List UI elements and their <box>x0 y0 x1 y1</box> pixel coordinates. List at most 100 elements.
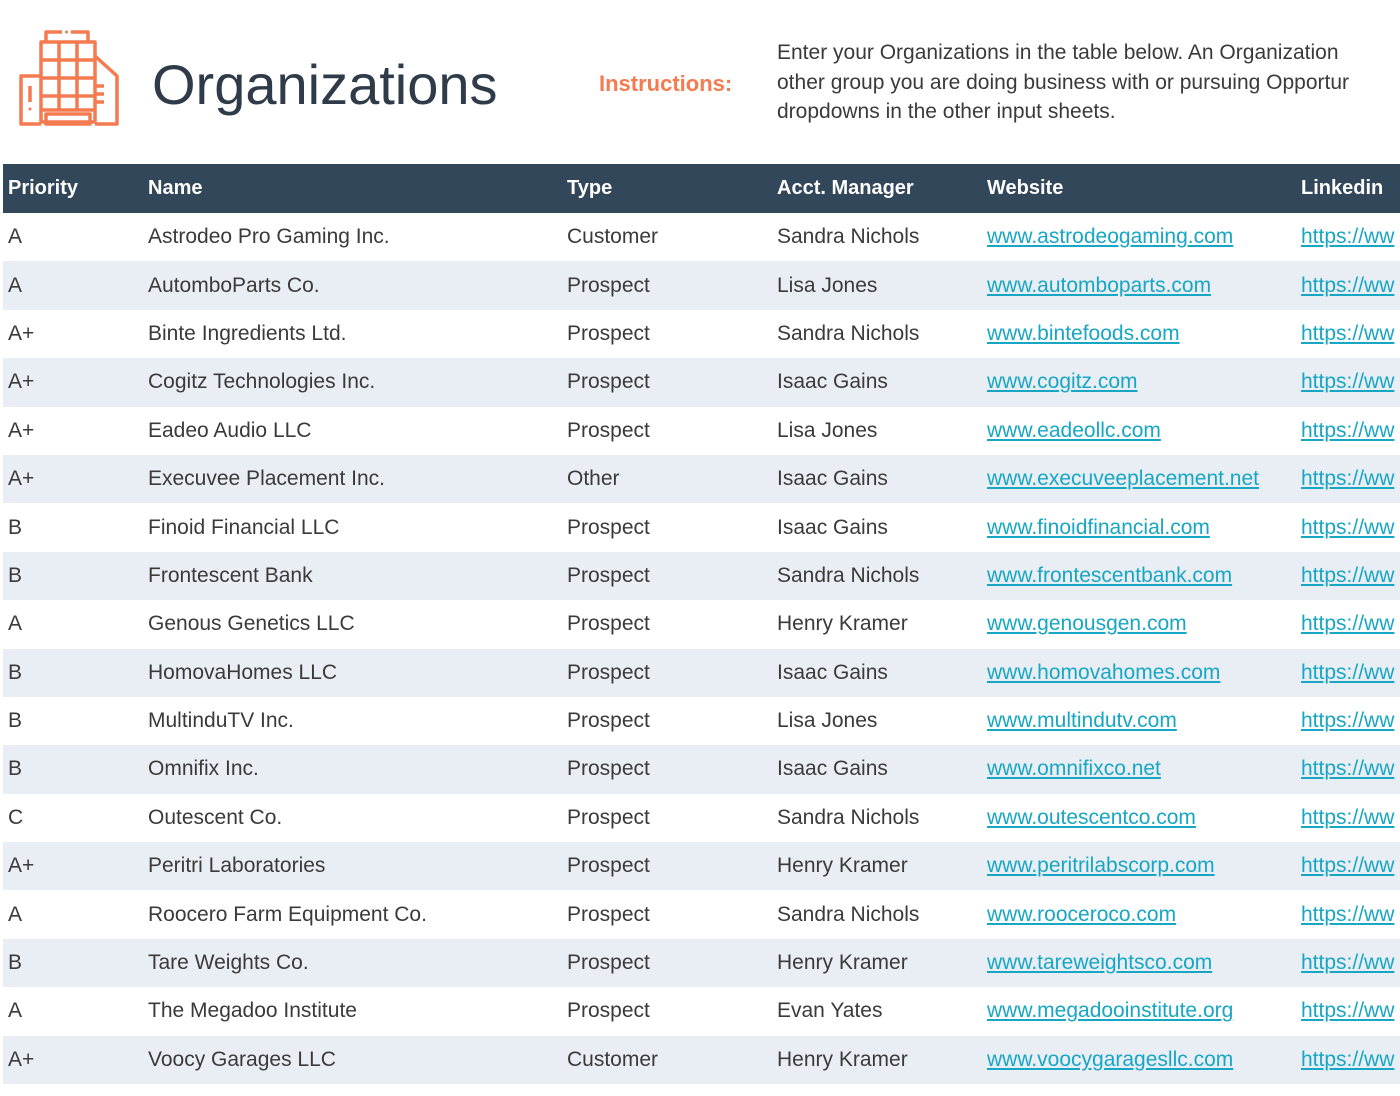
cell-name[interactable]: Eadeo Audio LLC <box>148 418 312 442</box>
linkedin-link[interactable]: https://ww <box>1301 902 1395 926</box>
website-link[interactable]: www.multindutv.com <box>987 709 1177 733</box>
cell-linkedin[interactable]: https://ww <box>1296 358 1400 407</box>
linkedin-link[interactable]: https://ww <box>1301 418 1395 442</box>
cell-acct-manager[interactable]: Isaac Gains <box>777 515 888 539</box>
cell-type[interactable]: Prospect <box>567 709 650 733</box>
linkedin-link[interactable]: https://ww <box>1301 467 1395 491</box>
linkedin-link[interactable]: https://ww <box>1301 612 1395 636</box>
cell-priority[interactable]: B <box>8 709 23 733</box>
cell-priority[interactable]: A <box>8 902 23 926</box>
cell-priority[interactable]: A+ <box>3 1035 143 1085</box>
cell-name[interactable]: AutomboParts Co. <box>143 261 562 310</box>
cell-name[interactable]: Outescent Co. <box>148 805 283 829</box>
cell-website[interactable]: www.homovahomes.com <box>982 648 1296 697</box>
linkedin-link[interactable]: https://ww <box>1301 854 1395 878</box>
cell-website[interactable]: www.multindutv.com <box>982 697 1296 745</box>
cell-acct-manager[interactable]: Henry Kramer <box>772 938 982 988</box>
cell-type[interactable]: Prospect <box>567 418 650 442</box>
cell-linkedin[interactable]: https://ww <box>1296 551 1400 601</box>
cell-acct-manager[interactable]: Lisa Jones <box>772 261 982 310</box>
cell-priority[interactable]: B <box>3 745 143 794</box>
website-link[interactable]: www.tareweightsco.com <box>987 951 1213 975</box>
cell-priority[interactable]: A+ <box>3 358 143 407</box>
cell-type[interactable]: Prospect <box>562 358 772 407</box>
linkedin-link[interactable]: https://ww <box>1301 999 1395 1023</box>
linkedin-link[interactable]: https://ww <box>1301 515 1395 539</box>
cell-priority[interactable]: A+ <box>8 321 35 345</box>
website-link[interactable]: www.finoidfinancial.com <box>987 515 1210 539</box>
cell-acct-manager[interactable]: Sandra Nichols <box>777 902 920 926</box>
website-link[interactable]: www.frontescentbank.com <box>987 563 1233 587</box>
cell-website[interactable]: www.outescentco.com <box>982 794 1296 842</box>
cell-name[interactable]: Voocy Garages LLC <box>143 1035 562 1085</box>
cell-type[interactable]: Prospect <box>567 902 650 926</box>
linkedin-link[interactable]: https://ww <box>1301 225 1395 249</box>
cell-type[interactable]: Customer <box>567 225 659 249</box>
cell-type[interactable]: Prospect <box>567 321 650 345</box>
cell-website[interactable]: www.tareweightsco.com <box>982 938 1296 988</box>
cell-type[interactable]: Prospect <box>562 648 772 697</box>
cell-priority[interactable]: C <box>8 805 24 829</box>
website-link[interactable]: www.automboparts.com <box>987 273 1212 297</box>
cell-website[interactable]: www.genousgen.com <box>982 600 1296 648</box>
linkedin-link[interactable]: https://ww <box>1301 757 1395 781</box>
cell-website[interactable]: www.omnifixco.net <box>982 745 1296 794</box>
column-header-type[interactable]: Type <box>562 164 772 213</box>
cell-website[interactable]: www.rooceroco.com <box>982 890 1296 938</box>
cell-linkedin[interactable]: https://ww <box>1296 794 1400 842</box>
cell-type[interactable]: Customer <box>562 1035 772 1085</box>
cell-website[interactable]: www.cogitz.com <box>982 358 1296 407</box>
cell-type[interactable]: Prospect <box>562 261 772 310</box>
column-header-acct-manager[interactable]: Acct. Manager <box>772 164 982 213</box>
cell-acct-manager[interactable]: Evan Yates <box>777 999 883 1023</box>
cell-priority[interactable]: B <box>3 938 143 988</box>
cell-name[interactable]: Finoid Financial LLC <box>148 515 340 539</box>
linkedin-link[interactable]: https://ww <box>1301 273 1395 297</box>
cell-priority[interactable]: A <box>8 999 23 1023</box>
cell-acct-manager[interactable]: Sandra Nichols <box>777 225 920 249</box>
website-link[interactable]: www.megadooinstitute.org <box>987 999 1234 1023</box>
cell-name[interactable]: HomovaHomes LLC <box>143 648 562 697</box>
cell-website[interactable]: www.frontescentbank.com <box>982 551 1296 601</box>
linkedin-link[interactable]: https://ww <box>1301 563 1395 587</box>
cell-name[interactable]: Cogitz Technologies Inc. <box>143 358 562 407</box>
cell-linkedin[interactable]: https://ww <box>1296 648 1400 697</box>
cell-name[interactable]: Binte Ingredients Ltd. <box>148 321 347 345</box>
cell-type[interactable]: Other <box>562 454 772 504</box>
cell-acct-manager[interactable]: Sandra Nichols <box>777 321 920 345</box>
cell-acct-manager[interactable]: Isaac Gains <box>772 648 982 697</box>
cell-linkedin[interactable]: https://ww <box>1296 600 1400 648</box>
website-link[interactable]: www.peritrilabscorp.com <box>987 854 1215 878</box>
cell-acct-manager[interactable]: Lisa Jones <box>777 418 878 442</box>
cell-acct-manager[interactable]: Lisa Jones <box>777 709 878 733</box>
cell-website[interactable]: www.execuveeplacement.net <box>982 454 1296 504</box>
cell-website[interactable]: www.voocygaragesllc.com <box>982 1035 1296 1085</box>
cell-type[interactable]: Prospect <box>567 612 650 636</box>
cell-website[interactable]: www.megadooinstitute.org <box>982 987 1296 1035</box>
cell-acct-manager[interactable]: Henry Kramer <box>772 1035 982 1085</box>
cell-type[interactable]: Prospect <box>562 842 772 891</box>
cell-website[interactable]: www.finoidfinancial.com <box>982 503 1296 551</box>
cell-acct-manager[interactable]: Sandra Nichols <box>777 805 920 829</box>
website-link[interactable]: www.omnifixco.net <box>987 757 1161 781</box>
cell-name[interactable]: Tare Weights Co. <box>143 938 562 988</box>
cell-type[interactable]: Prospect <box>562 551 772 601</box>
linkedin-link[interactable]: https://ww <box>1301 951 1395 975</box>
cell-linkedin[interactable]: https://ww <box>1296 938 1400 988</box>
cell-priority[interactable]: A+ <box>3 842 143 891</box>
cell-linkedin[interactable]: https://ww <box>1296 261 1400 310</box>
website-link[interactable]: www.outescentco.com <box>987 805 1196 829</box>
cell-linkedin[interactable]: https://ww <box>1296 454 1400 504</box>
cell-linkedin[interactable]: https://ww <box>1296 697 1400 745</box>
cell-linkedin[interactable]: https://ww <box>1296 745 1400 794</box>
cell-name[interactable]: Execuvee Placement Inc. <box>143 454 562 504</box>
linkedin-link[interactable]: https://ww <box>1301 709 1395 733</box>
cell-acct-manager[interactable]: Henry Kramer <box>772 842 982 891</box>
cell-acct-manager[interactable]: Isaac Gains <box>772 454 982 504</box>
linkedin-link[interactable]: https://ww <box>1301 1047 1395 1071</box>
cell-type[interactable]: Prospect <box>567 999 650 1023</box>
linkedin-link[interactable]: https://ww <box>1301 370 1395 394</box>
linkedin-link[interactable]: https://ww <box>1301 321 1395 345</box>
website-link[interactable]: www.homovahomes.com <box>987 660 1221 684</box>
cell-acct-manager[interactable]: Isaac Gains <box>772 745 982 794</box>
